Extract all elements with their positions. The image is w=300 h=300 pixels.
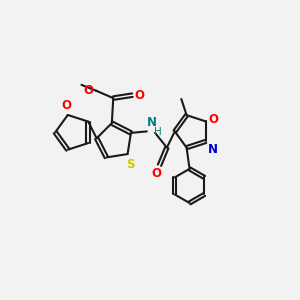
Text: O: O — [208, 113, 219, 126]
Text: N: N — [208, 143, 218, 156]
Text: O: O — [83, 84, 93, 97]
Text: O: O — [152, 167, 161, 180]
Text: O: O — [135, 89, 145, 102]
Text: H: H — [154, 127, 162, 137]
Text: O: O — [61, 99, 71, 112]
Text: S: S — [126, 158, 134, 171]
Text: N: N — [147, 116, 157, 129]
